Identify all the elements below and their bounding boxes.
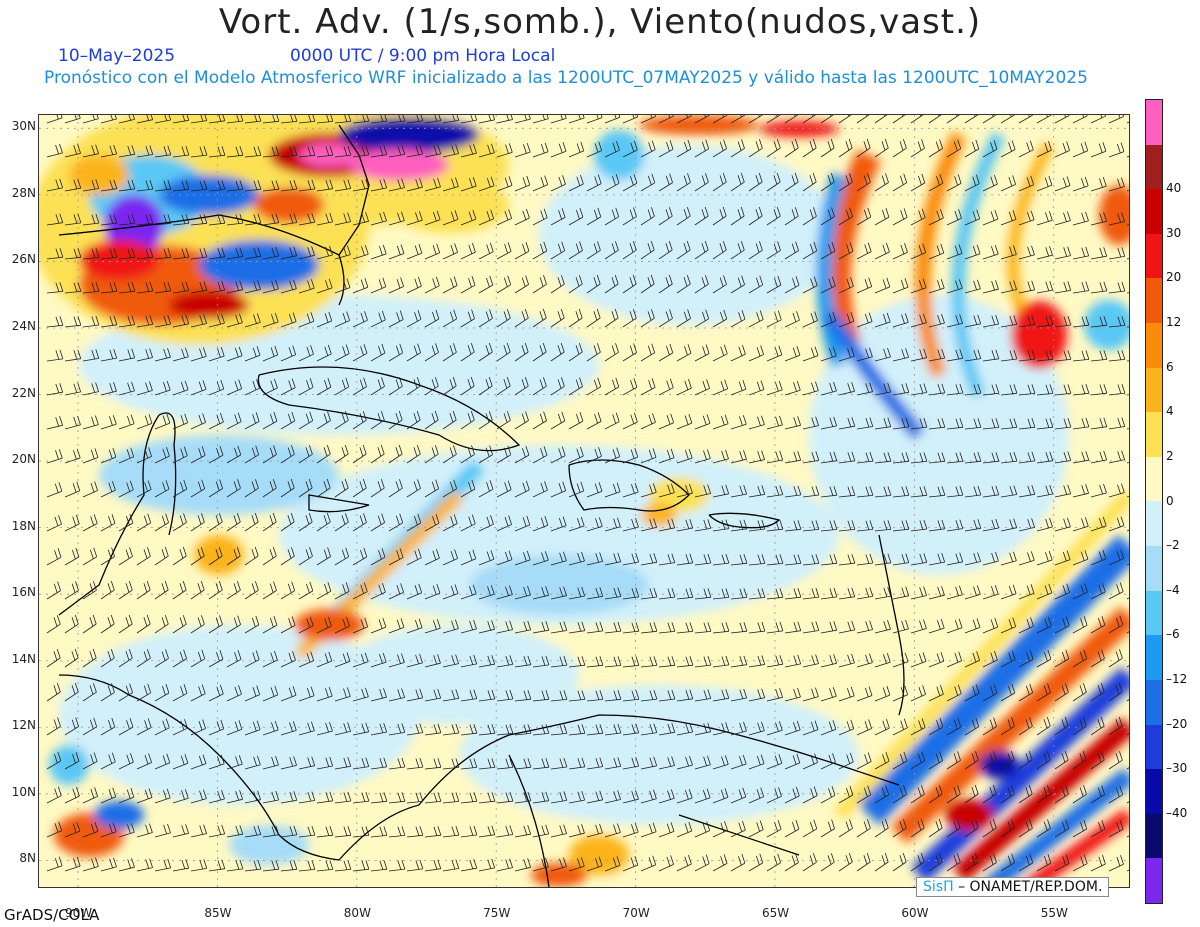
lat-label: 20N bbox=[11, 452, 36, 467]
colorbar-label: –2 bbox=[1166, 538, 1180, 553]
forecast-date: 10–May–2025 bbox=[58, 46, 176, 66]
onamet-text: – ONAMET/REP.DOM. bbox=[958, 879, 1103, 895]
lon-label: 60W bbox=[901, 906, 929, 920]
organization-credit: SisΠ – ONAMET/REP.DOM. bbox=[916, 877, 1110, 897]
lat-label: 24N bbox=[11, 318, 36, 333]
lat-label: 18N bbox=[11, 518, 36, 533]
colorbar-segment bbox=[1146, 590, 1162, 636]
colorbar-label: 40 bbox=[1166, 181, 1182, 196]
lat-label: 12N bbox=[11, 718, 36, 733]
lon-label: 80W bbox=[343, 906, 371, 920]
colorbar-label: –40 bbox=[1166, 805, 1188, 820]
colorbar-label: –6 bbox=[1166, 627, 1180, 642]
colorbar-segment bbox=[1146, 501, 1162, 547]
lat-label: 28N bbox=[11, 185, 36, 200]
lat-label: 26N bbox=[11, 252, 36, 267]
lon-label: 70W bbox=[622, 906, 650, 920]
map-title: Vort. Adv. (1/s,somb.), Viento(nudos,vas… bbox=[218, 2, 982, 42]
vorticity-advection-field bbox=[39, 115, 1129, 887]
map-plot-area bbox=[38, 114, 1130, 888]
lon-label: 55W bbox=[1040, 906, 1068, 920]
colorbar-label: –20 bbox=[1166, 716, 1188, 731]
colorbar-segment bbox=[1146, 456, 1162, 502]
colorbar-segment bbox=[1146, 412, 1162, 457]
lat-label: 30N bbox=[11, 119, 36, 134]
lat-label: 22N bbox=[11, 385, 36, 400]
lat-lon-grid bbox=[39, 115, 1129, 887]
wind-barbs bbox=[46, 115, 1129, 872]
colorbar-label: 30 bbox=[1166, 225, 1182, 240]
colorbar-segment bbox=[1146, 100, 1162, 145]
lon-label: 65W bbox=[761, 906, 790, 920]
colorbar-segment bbox=[1146, 546, 1162, 591]
lat-label: 14N bbox=[11, 651, 36, 666]
colorbar-label: 4 bbox=[1166, 404, 1174, 419]
colorbar-segment bbox=[1146, 679, 1162, 725]
colorbar-label: 0 bbox=[1166, 493, 1174, 508]
colorbar-segment bbox=[1146, 724, 1162, 770]
colorbar-segment bbox=[1146, 769, 1162, 814]
colorbar-segment bbox=[1146, 635, 1162, 680]
lat-label: 16N bbox=[11, 585, 36, 600]
colorbar-label: 20 bbox=[1166, 270, 1182, 285]
lon-label: 85W bbox=[204, 906, 232, 920]
model-info: Pronóstico con el Modelo Atmosferico WRF… bbox=[44, 68, 1088, 88]
lon-label: 90W bbox=[65, 906, 93, 920]
software-credit: GrADS/COLA bbox=[4, 906, 100, 924]
lat-label: 8N bbox=[19, 851, 36, 866]
forecast-time: 0000 UTC / 9:00 pm Hora Local bbox=[290, 46, 556, 66]
colorbar-segment bbox=[1146, 278, 1162, 324]
colorbar-segment bbox=[1146, 367, 1162, 413]
colorbar-segment bbox=[1146, 189, 1162, 234]
colorbar-segment bbox=[1146, 233, 1162, 279]
colorbar-segment bbox=[1146, 323, 1162, 368]
colorbar-label: 2 bbox=[1166, 448, 1174, 463]
colorbar-label: 6 bbox=[1166, 359, 1174, 374]
lon-label: 75W bbox=[483, 906, 511, 920]
colorbar-label: 12 bbox=[1166, 315, 1182, 330]
wind-barb-set bbox=[46, 115, 1129, 872]
colorbar-label: –30 bbox=[1166, 761, 1188, 776]
sispi-logo-text: SisΠ bbox=[923, 879, 954, 895]
colorbar-segment bbox=[1146, 144, 1162, 190]
colorbar-label: –12 bbox=[1166, 671, 1188, 686]
colorbar bbox=[1145, 99, 1163, 904]
colorbar-segment bbox=[1146, 858, 1162, 903]
colorbar-segment bbox=[1146, 813, 1162, 859]
vorticity-field-map bbox=[39, 115, 1129, 887]
colorbar-label: –4 bbox=[1166, 582, 1180, 597]
lat-label: 10N bbox=[11, 784, 36, 799]
